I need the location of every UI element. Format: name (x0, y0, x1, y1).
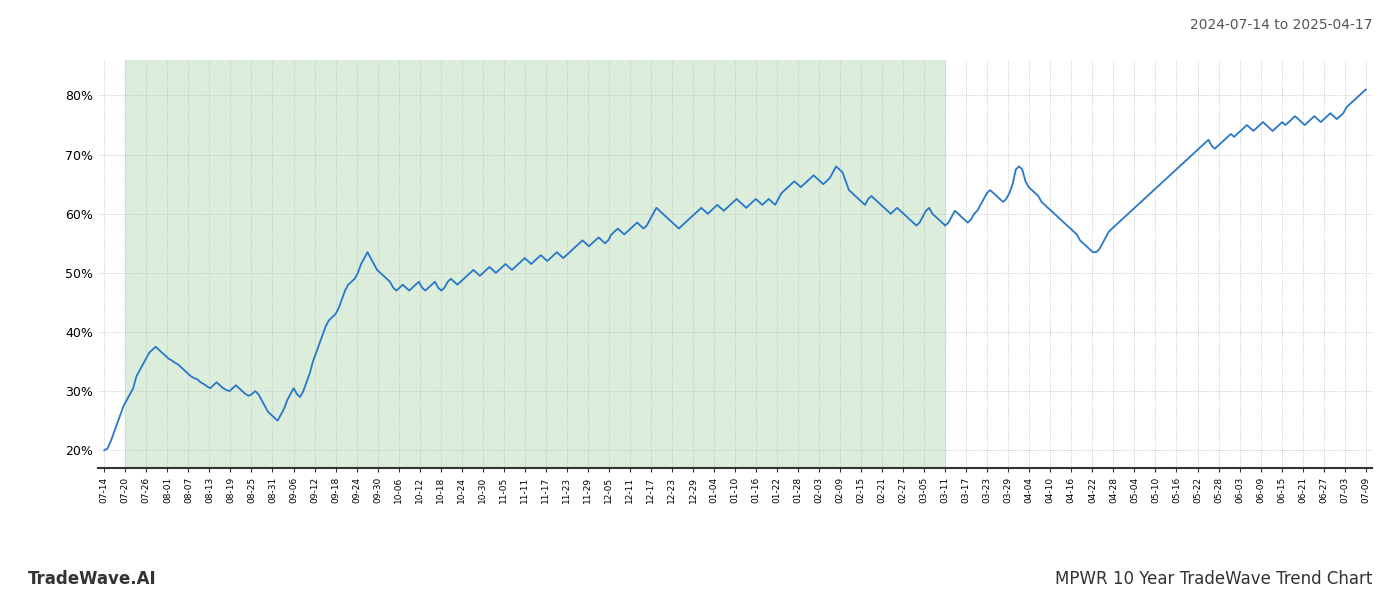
Text: 2024-07-14 to 2025-04-17: 2024-07-14 to 2025-04-17 (1190, 18, 1372, 32)
Bar (126, 60, 945, 468)
Text: MPWR 10 Year TradeWave Trend Chart: MPWR 10 Year TradeWave Trend Chart (1054, 570, 1372, 588)
Text: TradeWave.AI: TradeWave.AI (28, 570, 157, 588)
